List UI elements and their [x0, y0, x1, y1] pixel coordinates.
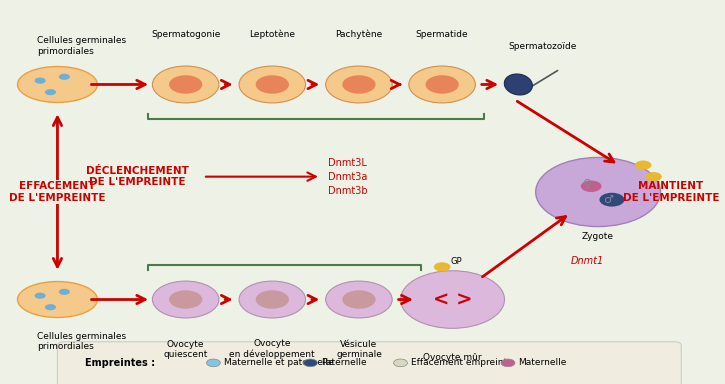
Ellipse shape	[505, 74, 532, 95]
Circle shape	[635, 161, 652, 170]
Text: Cellules germinales
primordiales: Cellules germinales primordiales	[37, 36, 125, 56]
Circle shape	[409, 66, 476, 103]
Text: Ovocyte
quiescent: Ovocyte quiescent	[163, 340, 208, 359]
Text: Dnmt1: Dnmt1	[571, 256, 604, 266]
Circle shape	[501, 359, 515, 367]
Text: < >: < >	[433, 290, 472, 309]
Circle shape	[326, 66, 392, 103]
Circle shape	[304, 359, 318, 367]
Circle shape	[35, 78, 46, 84]
Text: GP: GP	[450, 257, 462, 266]
Circle shape	[169, 290, 202, 309]
Circle shape	[152, 281, 219, 318]
Text: Paternelle: Paternelle	[321, 358, 366, 367]
Circle shape	[239, 66, 305, 103]
Ellipse shape	[17, 66, 97, 103]
Circle shape	[152, 66, 219, 103]
Text: Spermatide: Spermatide	[416, 30, 468, 39]
Text: Leptotène: Leptotène	[249, 30, 295, 39]
Circle shape	[59, 289, 70, 295]
Text: Ovocyte mûr: Ovocyte mûr	[423, 353, 482, 362]
Text: Vésicule
germinale: Vésicule germinale	[336, 340, 382, 359]
Circle shape	[326, 281, 392, 318]
Circle shape	[169, 75, 202, 94]
Text: ♂: ♂	[603, 195, 613, 205]
Text: DÉCLENCHEMENT
DE L'EMPREINTE: DÉCLENCHEMENT DE L'EMPREINTE	[86, 166, 188, 187]
Text: Cellules germinales
primordiales: Cellules germinales primordiales	[37, 332, 125, 351]
Circle shape	[536, 157, 660, 227]
Text: Empreintes :: Empreintes :	[85, 358, 155, 368]
Circle shape	[342, 75, 376, 94]
Text: Dnmt3L
Dnmt3a
Dnmt3b: Dnmt3L Dnmt3a Dnmt3b	[328, 158, 368, 195]
Text: Pachytène: Pachytène	[336, 30, 383, 39]
Text: Maternelle et paternelle: Maternelle et paternelle	[224, 358, 334, 367]
Circle shape	[59, 74, 70, 80]
Text: Maternelle: Maternelle	[518, 358, 567, 367]
Text: Spermatogonie: Spermatogonie	[151, 30, 220, 39]
Circle shape	[256, 75, 289, 94]
Circle shape	[207, 359, 220, 367]
Circle shape	[35, 293, 46, 299]
Circle shape	[645, 172, 662, 181]
Text: Ovocyte
en développement: Ovocyte en développement	[230, 339, 315, 359]
Text: Zygote: Zygote	[582, 232, 614, 241]
Text: Effacement empreinte: Effacement empreinte	[411, 358, 513, 367]
Text: Spermatozoïde: Spermatozoïde	[508, 41, 577, 51]
Circle shape	[394, 359, 407, 367]
Circle shape	[256, 290, 289, 309]
Text: ♀: ♀	[583, 178, 592, 191]
Circle shape	[426, 75, 459, 94]
Text: EFFACEMENT
DE L'EMPREINTE: EFFACEMENT DE L'EMPREINTE	[9, 181, 106, 203]
Circle shape	[434, 262, 450, 271]
Circle shape	[581, 180, 602, 192]
Circle shape	[45, 89, 56, 95]
Circle shape	[400, 271, 505, 328]
Circle shape	[600, 193, 624, 207]
FancyBboxPatch shape	[57, 342, 682, 384]
Ellipse shape	[17, 281, 97, 318]
Circle shape	[239, 281, 305, 318]
Circle shape	[342, 290, 376, 309]
Text: MAINTIENT
DE L'EMPREINTE: MAINTIENT DE L'EMPREINTE	[623, 181, 719, 203]
Circle shape	[45, 304, 56, 310]
